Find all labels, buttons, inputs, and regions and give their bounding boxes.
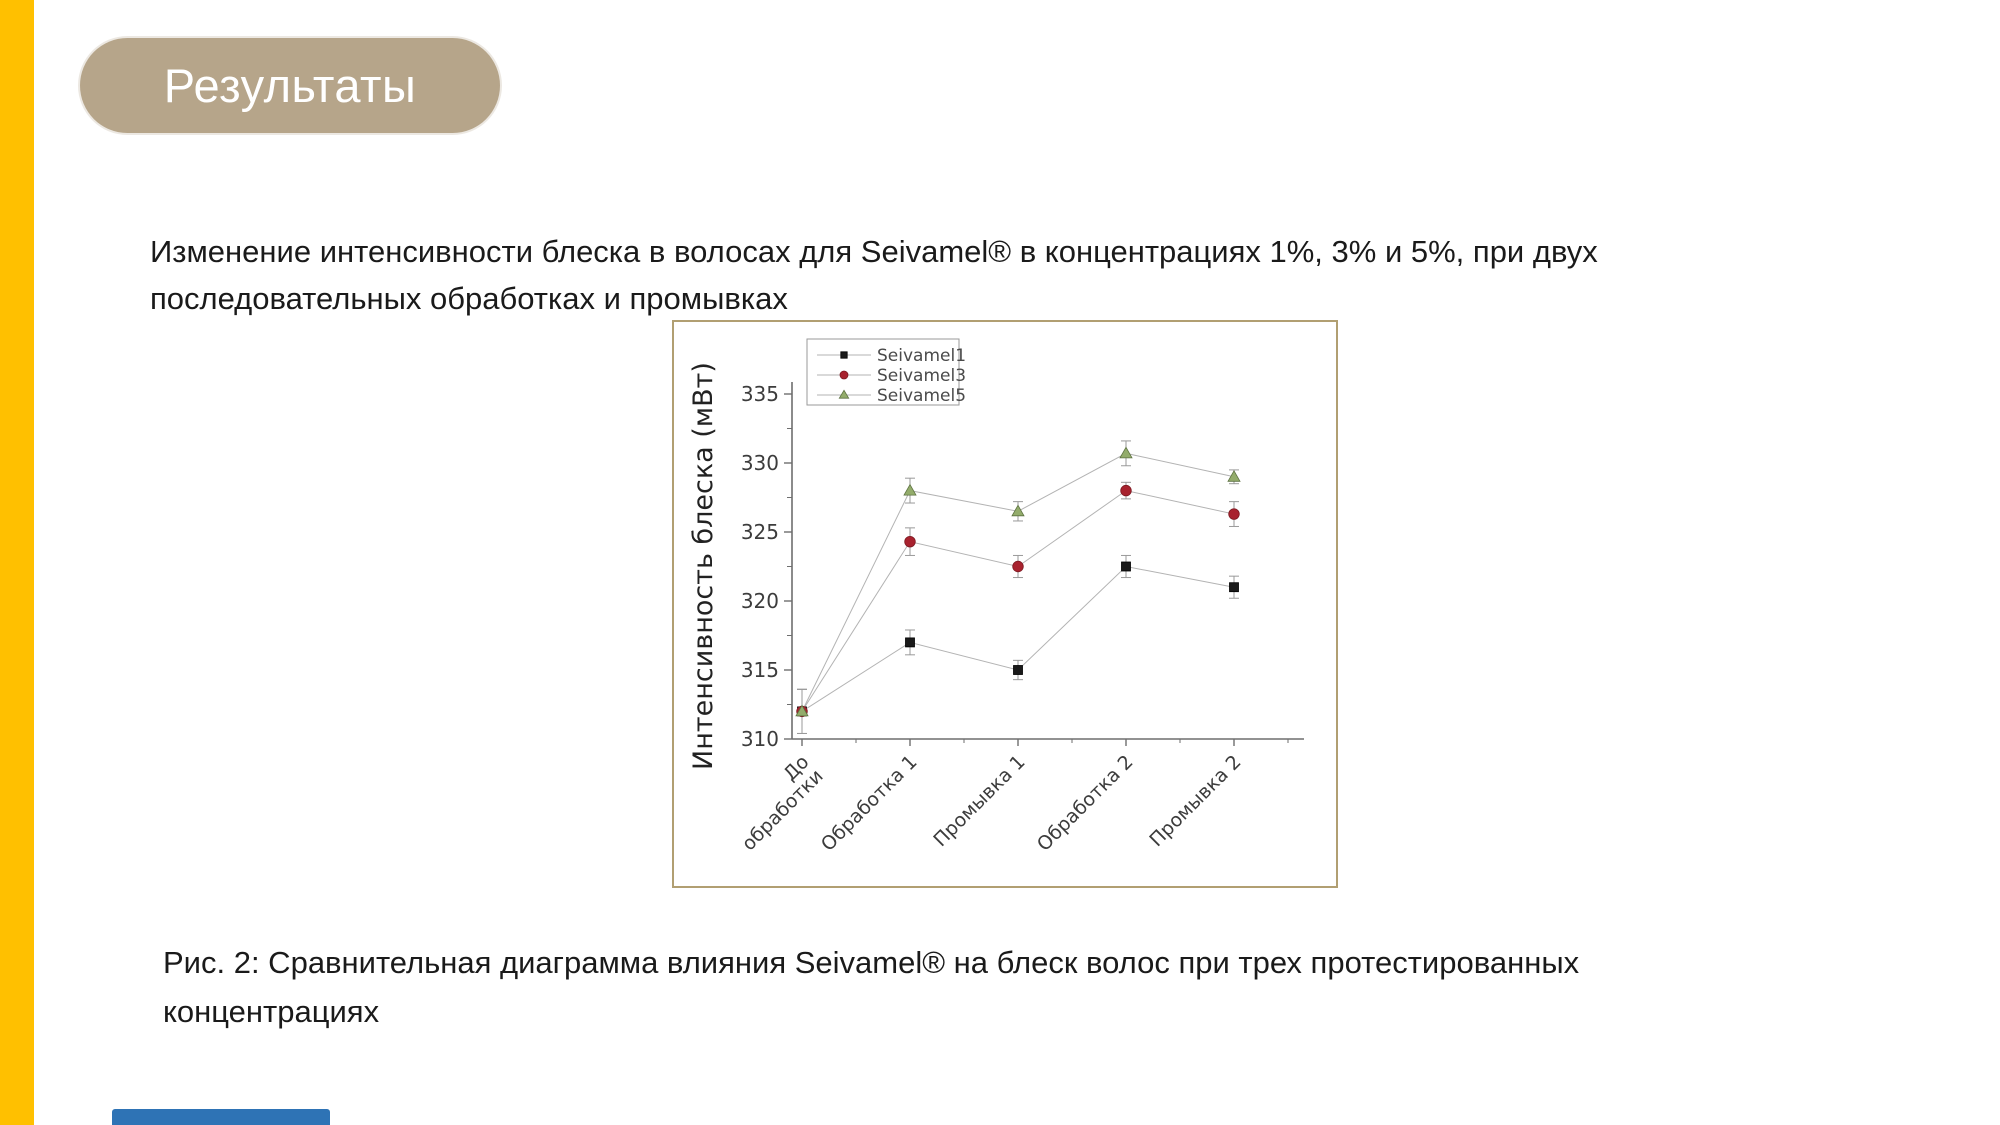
svg-text:Seivamel1: Seivamel1 [877,346,966,366]
svg-text:Интенсивность блеска (мВт): Интенсивность блеска (мВт) [688,362,719,770]
svg-text:335: 335 [741,382,779,406]
slide-title: Результаты [163,59,417,112]
caption-line-2: концентрациях [163,994,380,1029]
svg-text:Seivamel3: Seivamel3 [877,366,966,386]
caption-line-1: Рис. 2: Сравнительная диаграмма влияния … [163,945,1580,980]
svg-text:325: 325 [741,520,779,544]
svg-text:320: 320 [741,589,779,613]
figure-caption: Рис. 2: Сравнительная диаграмма влияния … [163,938,1783,1036]
svg-text:Seivamel5: Seivamel5 [877,386,966,406]
slide-title-badge: Результаты [80,38,500,133]
chart-frame: 310 315 320 325 330 335 Дообработки Обработка 1… [672,320,1338,888]
bottom-blue-bar [112,1109,330,1125]
body-line-2: последовательных обработках и промывках [150,281,788,316]
body-line-1: Изменение интенсивности блеска в волосах… [150,234,1598,269]
svg-text:330: 330 [741,451,779,475]
svg-text:310: 310 [741,727,779,751]
body-text: Изменение интенсивности блеска в волосах… [150,228,1790,322]
left-accent-bar [0,0,34,1125]
svg-text:315: 315 [741,658,779,682]
